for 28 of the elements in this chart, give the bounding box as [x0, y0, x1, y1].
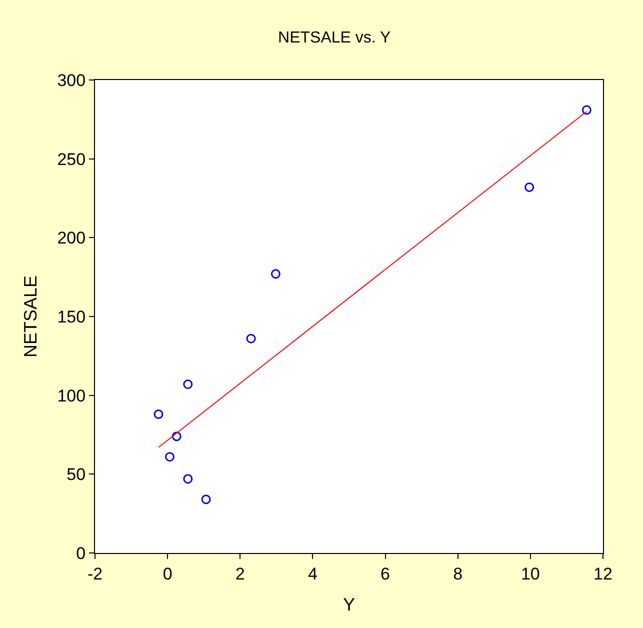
x-tick-label: 6 — [380, 564, 390, 584]
point — [270, 269, 280, 279]
x-axis-title: Y — [342, 594, 356, 614]
point — [582, 105, 592, 115]
x-tick-label: 8 — [453, 564, 463, 584]
y-tick-label: 200 — [57, 228, 86, 248]
point — [154, 410, 164, 419]
x-tick-label: 12 — [594, 564, 612, 584]
y-tick-label: 250 — [57, 150, 86, 169]
x-tick-label: 4 — [308, 564, 318, 584]
y-tick-label: 150 — [57, 307, 86, 326]
x-tick-label: 0 — [162, 564, 172, 584]
x-tick-label: -2 — [87, 564, 103, 584]
y-tick-label: 100 — [57, 386, 86, 406]
point — [246, 334, 256, 344]
x-tick-label: 2 — [235, 564, 245, 584]
point — [183, 380, 193, 390]
y-tick-label: 300 — [57, 70, 86, 90]
point — [524, 182, 534, 192]
x-tick-label: 10 — [520, 564, 540, 584]
point — [201, 494, 211, 504]
y-tick-label: 50 — [66, 465, 86, 484]
y-axis-title: NETSALE — [20, 275, 40, 358]
point — [165, 452, 174, 462]
point — [172, 432, 182, 442]
point — [183, 474, 193, 484]
chart-title: NETSALE vs. Y — [278, 30, 391, 47]
y-tick-label: 0 — [76, 544, 86, 563]
